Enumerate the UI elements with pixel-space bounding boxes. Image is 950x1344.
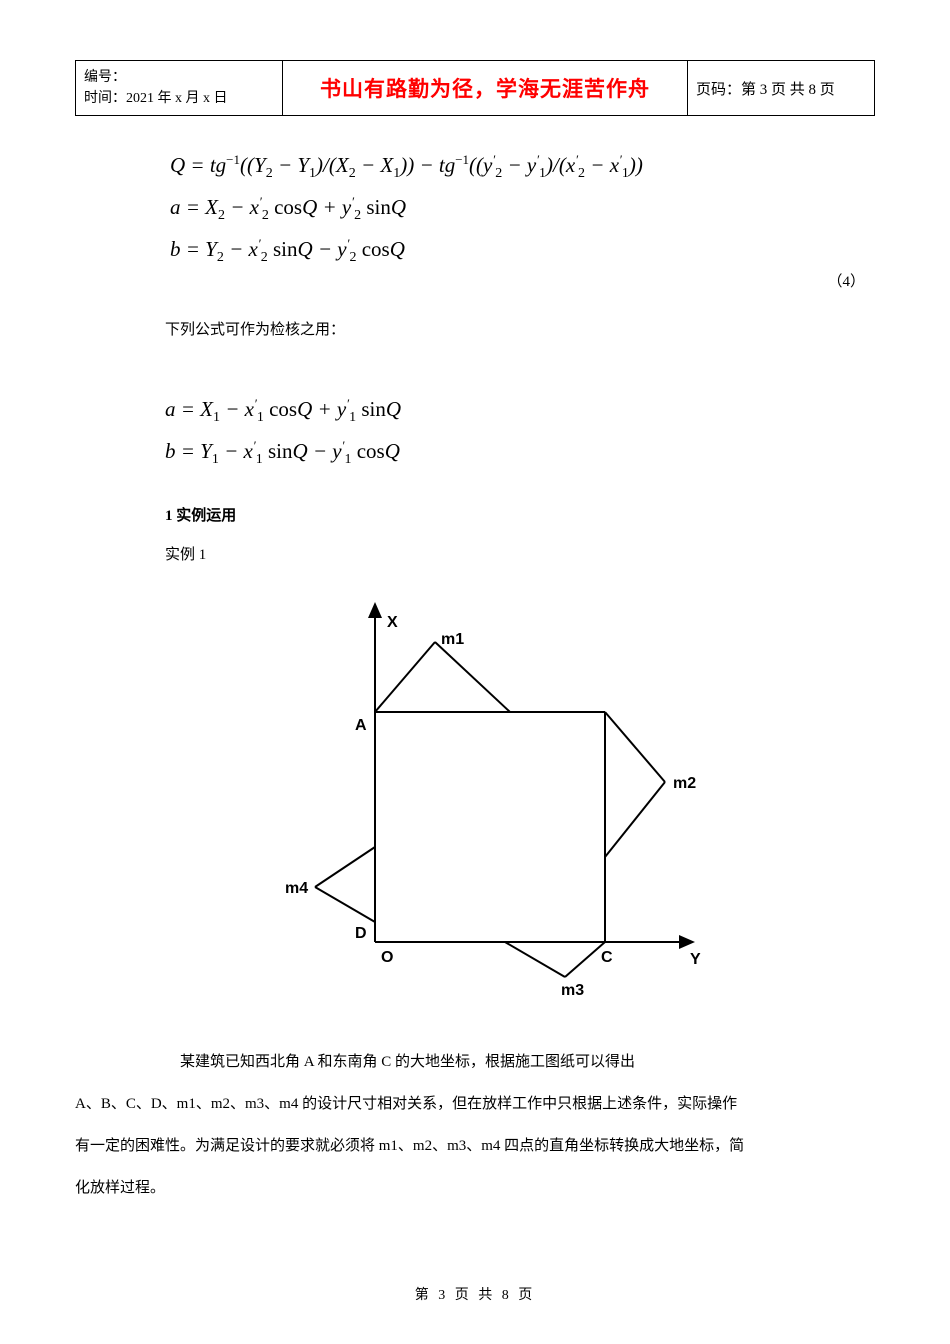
svg-text:O: O [381, 949, 393, 966]
svg-text:A: A [355, 717, 367, 734]
header-page-label: 页码：第 3 页 共 8 页 [688, 61, 875, 116]
formula-check-b: b = Y1 − x′1 sinQ − y′1 cosQ [165, 432, 875, 474]
svg-text:Y: Y [690, 951, 701, 968]
header-motto: 书山有路勤为径，学海无涯苦作舟 [283, 61, 688, 116]
serial-label: 编号： [84, 67, 274, 88]
header-left-cell: 编号： 时间：2021 年 x 月 x 日 [76, 61, 283, 116]
check-intro: 下列公式可作为检核之用： [165, 311, 875, 350]
header-table: 编号： 时间：2021 年 x 月 x 日 书山有路勤为径，学海无涯苦作舟 页码… [75, 60, 875, 116]
formula-block-check: a = X1 − x′1 cosQ + y′1 sinQ b = Y1 − x′… [165, 390, 875, 474]
section-heading: 1 实例运用 [165, 504, 875, 525]
svg-text:m3: m3 [561, 982, 584, 999]
equation-number: （4） [75, 270, 865, 291]
formula-block-main: Q = tg−1((Y2 − Y1)/(X2 − X1)) − tg−1((y′… [170, 146, 875, 271]
svg-text:m2: m2 [673, 775, 696, 792]
svg-text:m1: m1 [441, 631, 464, 648]
paragraph-1: 某建筑已知西北角 A 和东南角 C 的大地坐标，根据施工图纸可以得出 [75, 1041, 875, 1083]
diagram-svg: X Y O A C Dm1 m2 m3 m4 [235, 582, 715, 1012]
formula-a: a = X2 − x′2 cosQ + y′2 sinQ [170, 188, 875, 230]
formula-b: b = Y2 − x′2 sinQ − y′2 cosQ [170, 230, 875, 272]
coordinate-diagram: X Y O A C Dm1 m2 m3 m4 [75, 582, 875, 1017]
svg-text:X: X [387, 614, 398, 631]
svg-text:C: C [601, 949, 613, 966]
formula-q: Q = tg−1((Y2 − Y1)/(X2 − X1)) − tg−1((y′… [170, 146, 875, 188]
paragraph-3: 有一定的困难性。为满足设计的要求就必须将 m1、m2、m3、m4 四点的直角坐标… [75, 1125, 875, 1167]
svg-text:m4: m4 [285, 880, 308, 897]
paragraph-2: A、B、C、D、m1、m2、m3、m4 的设计尺寸相对关系，但在放样工作中只根据… [75, 1083, 875, 1125]
page-footer: 第 3 页 共 8 页 [0, 1284, 950, 1304]
example-label: 实例 1 [165, 543, 875, 564]
time-label: 时间：2021 年 x 月 x 日 [84, 88, 274, 109]
svg-text:D: D [355, 925, 367, 942]
paragraph-4: 化放样过程。 [75, 1167, 875, 1209]
formula-check-a: a = X1 − x′1 cosQ + y′1 sinQ [165, 390, 875, 432]
